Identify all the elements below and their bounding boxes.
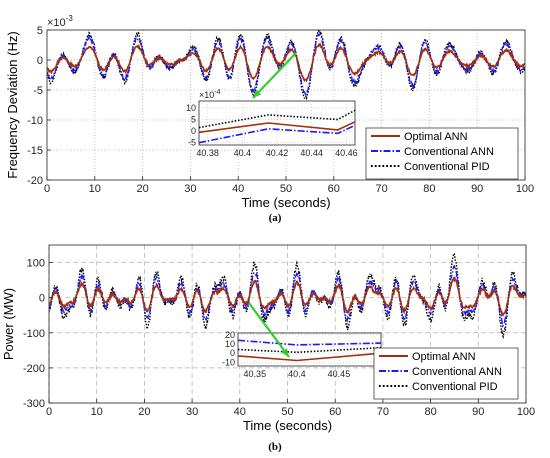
inset-x-tick-label: 40.38	[196, 148, 219, 158]
zoom-arrow	[248, 302, 290, 358]
inset-multiplier-label: ×10-4	[199, 89, 221, 100]
x-axis-label: Time (seconds)	[243, 418, 332, 433]
inset-x-tick-label: 40.44	[300, 148, 323, 158]
legend: Optimal ANN Conventional ANN Conventional …	[365, 127, 519, 180]
y-tick-label: -15	[27, 145, 43, 157]
inset-frame	[237, 332, 382, 367]
inset-series-conventional-pid	[198, 109, 356, 129]
legend-entry: Optimal ANN	[404, 131, 468, 143]
inset-y-tick-label: 10	[186, 103, 196, 113]
y-tick-label: -5	[33, 85, 43, 97]
x-tick-label: 10	[91, 406, 103, 418]
caption-b: (b)	[268, 441, 282, 453]
x-axis-label: Time (seconds)	[241, 195, 330, 210]
series-line-conventional-pid	[47, 30, 525, 101]
x-tick-label: 60	[328, 183, 340, 195]
y-tick-label: -10	[27, 115, 43, 127]
y-tick-label: -200	[23, 363, 45, 375]
inset-y-tick-label: -5	[188, 138, 196, 148]
zoom-arrowhead	[253, 89, 262, 98]
inset-multiplier-exponent: -4	[214, 89, 220, 96]
x-tick-label: 30	[184, 183, 196, 195]
y-axis-label: Power (MW)	[1, 288, 16, 360]
inset-y-tick-label: 5	[191, 115, 196, 125]
x-tick-label: 70	[377, 406, 389, 418]
zoom-arrowhead	[281, 348, 289, 357]
x-tick-label: 0	[44, 183, 50, 195]
x-tick-label: 90	[471, 183, 483, 195]
x-tick-label: 100	[517, 406, 535, 418]
y-axis-label: Frequency Deviation (Hz)	[5, 31, 20, 178]
inset-x-tick-label: 40.4	[288, 369, 306, 379]
inset-y-tick-label: 20	[225, 330, 235, 340]
inset-x-tick-label: 40.4	[234, 148, 252, 158]
inset-x-tick-label: 40.35	[244, 369, 267, 379]
inset-y-tick-label: 0	[191, 126, 196, 136]
series-line-conventional-ann	[49, 264, 526, 329]
x-tick-label: 90	[472, 406, 484, 418]
x-tick-label: 70	[375, 183, 387, 195]
x-tick-label: 40	[232, 183, 244, 195]
y-tick-label: 5	[37, 25, 43, 37]
inset-y-tick-label: 0	[230, 348, 235, 358]
legend-entry: Optimal ANN	[412, 351, 476, 363]
x-tick-label: 20	[138, 406, 150, 418]
legend: Optimal ANN Conventional ANN Conventional …	[373, 347, 519, 400]
inset-y-tick-label: 10	[225, 339, 235, 349]
inset-y-tick-label: -10	[222, 357, 235, 367]
inset-series-conventional-ann	[237, 339, 382, 346]
x-tick-label: 20	[136, 183, 148, 195]
x-tick-label: 40	[234, 406, 246, 418]
x-tick-label: 10	[89, 183, 101, 195]
inset-series-conventional-ann	[198, 124, 356, 144]
y-multiplier-label: ×10-3	[47, 14, 73, 29]
inset-x-tick-label: 40.46	[335, 148, 358, 158]
x-tick-label: 100	[516, 183, 534, 195]
y-tick-label: 0	[37, 55, 43, 67]
y-tick-label: 100	[27, 258, 45, 270]
panel-b-power-chart: 0 10 20 30 40 50 60 70 80 90 100-300-200-1000100Ti…	[1, 244, 535, 433]
inset-series-optimal-ann	[237, 352, 382, 362]
series-line-optimal-ann	[47, 42, 525, 83]
legend-entry: Conventional PID	[412, 381, 498, 393]
series-line-optimal-ann	[49, 275, 526, 318]
y-tick-label: -300	[23, 398, 45, 410]
x-tick-label: 30	[186, 406, 198, 418]
x-tick-label: 50	[281, 406, 293, 418]
inset-chart: -5 05 10 40.38 40.4 40.42 40.44 40.46 ×10-4	[186, 89, 358, 158]
x-tick-label: 60	[329, 406, 341, 418]
legend-entry: Conventional PID	[404, 161, 490, 173]
x-tick-label: 0	[46, 406, 52, 418]
caption-a: (a)	[268, 212, 282, 224]
x-tick-label: 80	[424, 406, 436, 418]
inset-x-tick-label: 40.42	[266, 148, 289, 158]
series-line-conventional-ann	[47, 33, 525, 98]
inset-x-tick-label: 40.45	[328, 369, 351, 379]
y-tick-label: 0	[39, 293, 45, 305]
y-multiplier-exponent: -3	[66, 14, 74, 23]
x-tick-label: 80	[423, 183, 435, 195]
zoom-arrow	[252, 52, 297, 99]
y-tick-label: -20	[27, 175, 43, 187]
inset-series-optimal-ann	[198, 121, 356, 134]
y-tick-label: -100	[23, 328, 45, 340]
legend-entry: Conventional ANN	[404, 146, 494, 158]
panel-a-frequency-deviation-chart: 0 10 20 30 40 50 60 70 80 90 100-20-15-10-505Time …	[5, 14, 534, 210]
legend-entry: Conventional ANN	[412, 366, 502, 378]
x-tick-label: 50	[280, 183, 292, 195]
